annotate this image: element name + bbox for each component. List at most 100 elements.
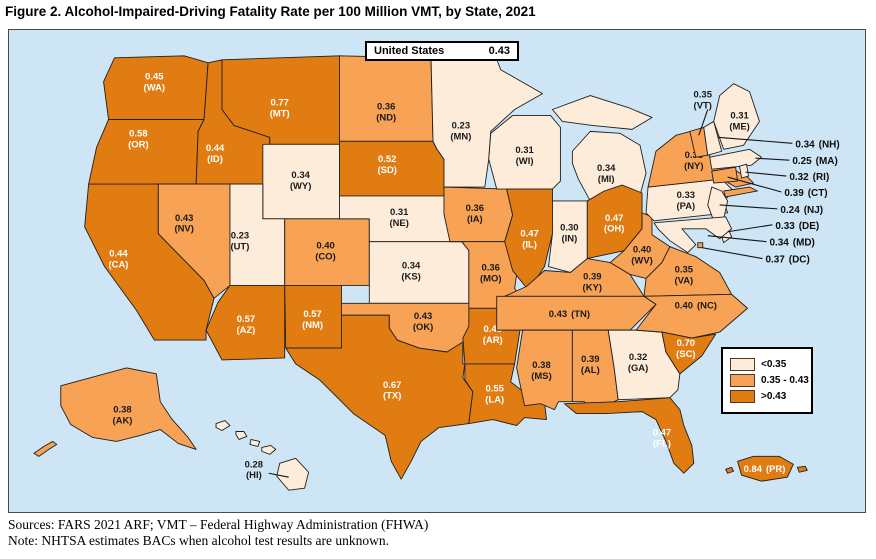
state-label-ca: 0.44 (CA) [109, 249, 129, 271]
de-leader-line [727, 224, 773, 233]
state-label-ia: 0.36 (IA) [466, 203, 484, 225]
us-total-value: 0.43 [488, 45, 510, 57]
state-shape-sc [661, 331, 717, 375]
state-label-al: 0.39 (AL) [581, 354, 600, 376]
state-shape-tn [496, 295, 657, 331]
callout-label-nj: 0.24 (NJ) [780, 205, 823, 216]
state-label-ms: 0.38 (MS) [531, 360, 551, 382]
state-label-ga: 0.32 (GA) [628, 352, 648, 374]
state-sd: 0.52 (SD) [339, 140, 445, 197]
state-ms: 0.38 (MS) [516, 329, 573, 411]
legend-label-low: <0.35 [761, 359, 787, 370]
state-shape-nh [703, 120, 723, 156]
state-shape-hi [215, 420, 310, 491]
state-label-fl: 0.47 (FL) [653, 427, 671, 449]
state-label-sc: 0.70 (SC) [676, 338, 695, 360]
state-ky: 0.39 (KY) [504, 258, 645, 297]
state-label-or: 0.58 (OR) [128, 128, 148, 150]
state-label-in: 0.30 (IN) [560, 223, 578, 245]
state-sc: 0.70 (SC) [661, 331, 717, 375]
callout-label-de: 0.33 (DE) [775, 221, 819, 232]
dc-leader-line [701, 247, 763, 260]
state-nh [703, 120, 723, 156]
sources-line: Sources: FARS 2021 ARF; VMT – Federal Hi… [8, 517, 429, 532]
state-shape-mi-upper [552, 95, 653, 130]
ct-leader-line [727, 176, 782, 193]
state-label-mt: 0.77 (MT) [270, 98, 290, 120]
state-label-ak: 0.38 (AK) [113, 405, 133, 427]
state-oh: 0.47 (OH) [586, 184, 643, 260]
state-fl: 0.47 (FL) [563, 397, 695, 474]
callout-label-md: 0.34 (MD) [769, 238, 814, 249]
state-label-ks: 0.34 (KS) [401, 261, 421, 283]
state-shape-ma [709, 148, 762, 170]
state-wi: 0.31 (WI) [488, 115, 561, 190]
ma-leader-line [755, 157, 790, 161]
state-shape-wv [609, 212, 671, 279]
state-nm: 0.57 (NM) [284, 284, 342, 349]
state-shape-md [653, 216, 733, 254]
state-co: 0.40 (CO) [284, 218, 370, 286]
state-label-hi: 0.28 (HI) [245, 459, 263, 481]
callout-label-ct: 0.39 (CT) [784, 188, 827, 199]
state-wa: 0.45 (WA) [103, 55, 209, 120]
callout-label-dc: 0.37 (DC) [765, 255, 809, 266]
ri-leader-line [745, 171, 787, 177]
state-label-id: 0.44 (ID) [206, 143, 225, 165]
callout-label-ri: 0.32 (RI) [789, 172, 829, 183]
state-me: 0.31 (ME) [713, 83, 760, 150]
state-label-ut: 0.23 (UT) [230, 231, 249, 253]
state-wv: 0.40 (WV) [609, 212, 671, 279]
state-ia: 0.36 (IA) [443, 186, 514, 243]
nj-leader-line [719, 204, 778, 210]
legend-swatch-low [730, 358, 755, 371]
figure-title: Figure 2. Alcohol-Impaired-Driving Fatal… [5, 4, 536, 19]
state-shape-pr [725, 455, 808, 482]
hi-leader-line [268, 472, 289, 478]
state-shape-ri [739, 163, 749, 179]
state-label-ny: 0.36 (NY) [684, 150, 703, 172]
state-shape-oh [586, 184, 643, 260]
state-label-nv: 0.43 (NV) [174, 213, 193, 235]
state-ri [739, 163, 749, 179]
state-label-nc: 0.40 (NC) [675, 300, 717, 311]
state-az: 0.57 (AZ) [205, 284, 286, 361]
state-label-ne: 0.31 (NE) [389, 207, 408, 229]
state-label-il: 0.47 (IL) [520, 229, 538, 251]
legend-swatch-mid [730, 374, 755, 387]
us-choropleth-map: 0.44 (CA) 0.58 (OR) 0.45 (WA) 0.44 (ID) [33, 53, 840, 491]
state-label-la: 0.55 (LA) [485, 384, 504, 406]
state-label-me: 0.31 (ME) [729, 110, 749, 132]
state-label-mo: 0.36 (MO) [480, 263, 502, 285]
map-panel: 0.44 (CA) 0.58 (OR) 0.45 (WA) 0.44 (ID) [8, 29, 866, 513]
callout-label-vt: 0.35 (VT) [694, 90, 712, 112]
state-label-tn: 0.43 (TN) [549, 309, 590, 320]
state-label-pr: 0.84 (PR) [744, 464, 786, 475]
state-in: 0.30 (IN) [548, 200, 588, 273]
state-hi: 0.28 (HI) [215, 420, 310, 491]
state-pr: 0.84 (PR) [725, 455, 808, 482]
md-leader-line [707, 235, 767, 243]
legend-label-high: >0.43 [761, 391, 787, 402]
state-shape-ky [504, 258, 645, 297]
state-ak: 0.38 (AK) [33, 367, 197, 457]
legend-label-mid: 0.35 - 0.43 [761, 375, 809, 386]
state-label-wv: 0.40 (WV) [631, 245, 653, 267]
state-shape-dc [697, 242, 704, 249]
state-label-ok: 0.43 (OK) [413, 311, 433, 333]
state-or: 0.58 (OR) [88, 118, 205, 185]
callout-labels: 0.35 (VT) 0.34 (NH) 0.25 (MA) 0.32 (RI) 0.39… [694, 90, 840, 266]
state-label-va: 0.35 (VA) [674, 264, 693, 286]
state-label-mn: 0.23 (MN) [450, 120, 471, 142]
state-label-mi: 0.34 (MI) [597, 163, 616, 185]
state-label-pa: 0.33 (PA) [676, 190, 695, 212]
state-shape-la [464, 363, 547, 426]
legend-row-low: <0.35 [730, 358, 804, 371]
state-label-co: 0.40 (CO) [315, 241, 335, 263]
state-md [653, 216, 733, 254]
legend-row-high: >0.43 [730, 390, 804, 403]
state-ct [711, 166, 739, 184]
callout-label-nh: 0.34 (NH) [795, 139, 839, 150]
state-label-ky: 0.39 (KY) [583, 271, 602, 293]
